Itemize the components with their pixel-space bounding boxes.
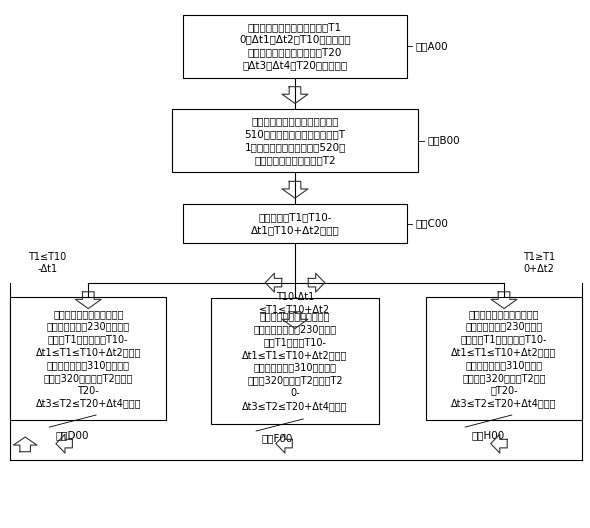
Text: 控制器判断T1与T10-
Δt1、T10+Δt2的大小: 控制器判断T1与T10- Δt1、T10+Δt2的大小 <box>251 212 339 235</box>
FancyBboxPatch shape <box>211 298 379 424</box>
Text: 控制器接由冷媒水供水温度探头
510探测得到的冷媒水供水温度T
1和由冷媒水回水温度探头520探
测得到的冷媒水回水温度T2: 控制器接由冷媒水供水温度探头 510探测得到的冷媒水供水温度T 1和由冷媒水回水… <box>244 116 346 165</box>
Text: 步骤H00: 步骤H00 <box>471 430 504 440</box>
FancyBboxPatch shape <box>11 297 166 420</box>
Text: T10-Δt1
≤T1≤T10+Δt2: T10-Δt1 ≤T1≤T10+Δt2 <box>260 293 330 315</box>
FancyBboxPatch shape <box>183 14 407 78</box>
Text: 步骤A00: 步骤A00 <box>415 41 448 51</box>
Text: T1≥T1
0+Δt2: T1≥T1 0+Δt2 <box>523 252 555 275</box>
Text: 控制器发出动作调节输出信
号降低冷凝风扇230的频率，
以增大T1使其维持在T10-
Δt1≤T1≤T10+Δt2范围内
；调节循环水泵310或备用循
环水泵3: 控制器发出动作调节输出信 号降低冷凝风扇230的频率， 以增大T1使其维持在T1… <box>35 309 141 408</box>
Text: 步骤C00: 步骤C00 <box>415 219 448 229</box>
Text: 控制器发出动作调节输出信
号增大冷凝风扇230的频率
，以降低T1使其维持在T10-
Δt1≤T1≤T10+Δt2范围内
；调节循环水泵310或备用
循环水泵3: 控制器发出动作调节输出信 号增大冷凝风扇230的频率 ，以降低T1使其维持在T1… <box>451 309 557 408</box>
Text: 步骤F00: 步骤F00 <box>262 433 293 444</box>
Text: 设定冷媒水供水温度标准值为T1
0、Δt1、Δt2为T10的精度范围
；冷媒水回水温度标准值为T20
；Δt3、Δt4为T20的精度范围: 设定冷媒水供水温度标准值为T1 0、Δt1、Δt2为T10的精度范围 ；冷媒水回… <box>239 22 351 70</box>
Text: T1≤T10
-Δt1: T1≤T10 -Δt1 <box>28 252 66 275</box>
FancyBboxPatch shape <box>172 109 418 172</box>
Text: 步骤B00: 步骤B00 <box>427 136 460 146</box>
Text: 步骤D00: 步骤D00 <box>55 430 88 440</box>
Text: 控制器发出动作调节输出信
号不改变冷凝风扇230的频率
，使T1维持在T10-
Δt1≤T1≤T10+Δt2范围内
；调节循环水泵310或备用循
环水泵320频: 控制器发出动作调节输出信 号不改变冷凝风扇230的频率 ，使T1维持在T10- … <box>242 312 348 411</box>
FancyBboxPatch shape <box>426 297 582 420</box>
FancyBboxPatch shape <box>183 204 407 243</box>
